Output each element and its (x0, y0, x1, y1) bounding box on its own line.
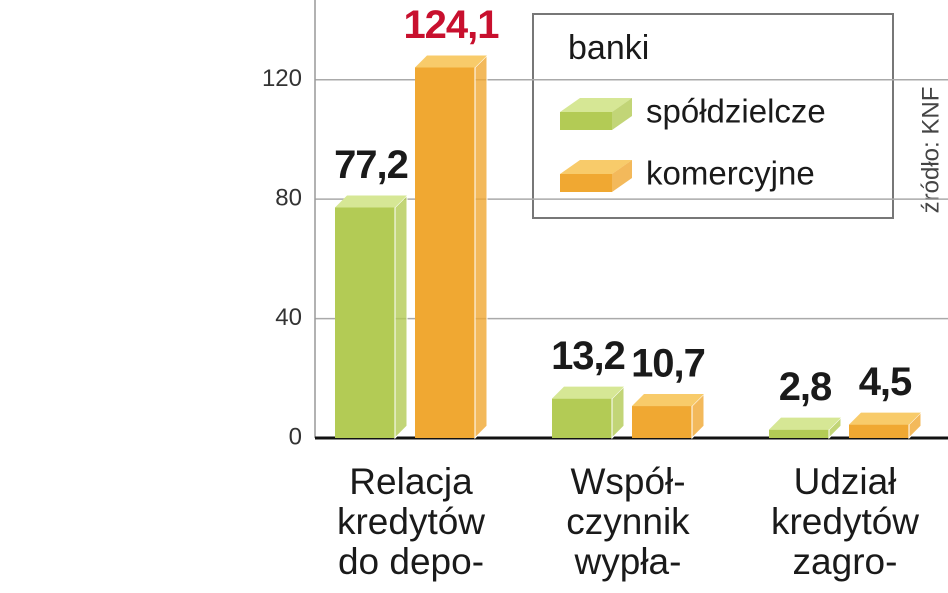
bar-top (552, 386, 624, 399)
x-tick-label: Współ- czynnik wypła- (566, 461, 690, 582)
bar-front (632, 406, 692, 438)
y-tick-label: 80 (275, 184, 302, 211)
bar-side (394, 194, 408, 440)
y-tick-label: 40 (275, 304, 302, 331)
bar (849, 411, 922, 440)
bar-top (335, 195, 407, 208)
legend-swatch-top (560, 160, 632, 174)
legend-swatch (560, 112, 612, 130)
value-label: 13,2 (551, 334, 625, 378)
value-label: 77,2 (334, 143, 408, 187)
legend-swatch (560, 174, 612, 192)
bar (632, 392, 705, 440)
bar-front (769, 429, 829, 438)
y-tick-label: 0 (289, 423, 302, 450)
legend-swatch-side (612, 160, 632, 192)
legend-label: komercyjne (646, 155, 815, 192)
bar-top (415, 55, 487, 68)
bar (769, 416, 842, 440)
x-tick-label: Relacja kredytów do depo- (336, 461, 486, 582)
x-tick-label: Udział kredytów zagro- (770, 461, 920, 582)
legend-label: spółdzielcze (646, 93, 826, 130)
bar-top (849, 412, 921, 425)
value-label: 124,1 (403, 3, 499, 47)
bar-front (415, 67, 475, 439)
bar-front (552, 398, 612, 438)
bar-side (474, 54, 488, 440)
value-label: 2,8 (779, 365, 832, 409)
bar-top (769, 417, 841, 430)
legend-title: banki (568, 29, 649, 67)
bar (335, 194, 408, 440)
bar (552, 385, 625, 440)
source: źródło: KNF (917, 87, 944, 214)
legend-swatch-top (560, 98, 632, 112)
bar-top (632, 394, 704, 407)
bar (415, 54, 488, 440)
bar-front (849, 424, 909, 438)
value-label: 4,5 (859, 360, 912, 404)
y-tick-label: 120 (262, 65, 302, 92)
value-label: 10,7 (631, 342, 705, 386)
legend-swatch-side (612, 98, 632, 130)
bar-front (335, 207, 395, 438)
